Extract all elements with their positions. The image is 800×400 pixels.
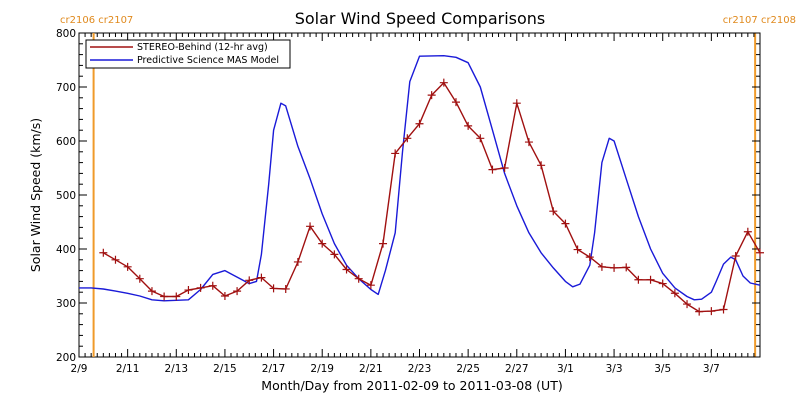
x-tick-label-4: 2/17 bbox=[262, 363, 286, 375]
series-stereo-behind-point bbox=[464, 121, 473, 130]
series-stereo-behind-point bbox=[561, 219, 570, 228]
series-stereo-behind-point bbox=[196, 283, 205, 292]
series-stereo-behind-point bbox=[208, 281, 217, 290]
series-stereo-behind-point bbox=[257, 273, 266, 282]
chart-title: Solar Wind Speed Comparisons bbox=[295, 9, 546, 28]
series-stereo-behind-point bbox=[318, 239, 327, 248]
series-stereo-behind-point bbox=[731, 252, 740, 261]
series-stereo-behind-point bbox=[585, 253, 594, 262]
series-stereo-behind-point bbox=[512, 99, 521, 108]
x-tick-label-8: 2/25 bbox=[456, 363, 480, 375]
x-tick-label-12: 3/5 bbox=[654, 363, 671, 375]
series-stereo-behind-point bbox=[281, 284, 290, 293]
y-axis-label: Solar Wind Speed (km/s) bbox=[28, 118, 43, 272]
series-stereo-behind-point bbox=[135, 274, 144, 283]
series-stereo-behind-point bbox=[379, 239, 388, 248]
series-stereo-behind-point bbox=[220, 291, 229, 300]
x-tick-label-1: 2/11 bbox=[116, 363, 140, 375]
legend: STEREO-Behind (12-hr avg) Predictive Sci… bbox=[85, 39, 291, 69]
y-tick-label-700: 700 bbox=[56, 82, 76, 94]
y-tick-label-800: 800 bbox=[56, 28, 76, 40]
y-tick-label-300: 300 bbox=[56, 298, 76, 310]
series-stereo-behind-line bbox=[102, 81, 761, 313]
series-stereo-behind-point bbox=[695, 307, 704, 316]
x-tick-label-10: 3/1 bbox=[557, 363, 574, 375]
series-stereo-behind-point bbox=[488, 165, 497, 174]
x-tick-label-13: 3/7 bbox=[703, 363, 720, 375]
y-tick-label-500: 500 bbox=[56, 190, 76, 202]
legend-label-model: Predictive Science MAS Model bbox=[137, 55, 279, 66]
x-tick-label-6: 2/21 bbox=[359, 363, 383, 375]
plot-frame bbox=[78, 32, 761, 358]
series-stereo-behind-point bbox=[670, 289, 679, 298]
series-stereo-behind-point bbox=[610, 263, 619, 272]
series-stereo-behind-point bbox=[427, 91, 436, 100]
series-stereo-behind-point bbox=[123, 262, 132, 271]
series-stereo-behind-point bbox=[147, 287, 156, 296]
series-stereo-behind-point bbox=[184, 286, 193, 295]
series-stereo-behind-point bbox=[537, 161, 546, 170]
x-tick-label-0: 2/9 bbox=[71, 363, 88, 375]
series-stereo-behind-point bbox=[245, 276, 254, 285]
series-stereo-behind-point bbox=[293, 257, 302, 266]
carrington-left-label: cr2106 cr2107 bbox=[60, 15, 133, 26]
x-tick-label-3: 2/15 bbox=[213, 363, 237, 375]
series-stereo-behind-point bbox=[549, 207, 558, 216]
series-stereo-behind-point bbox=[160, 292, 169, 301]
series-stereo-behind-point bbox=[573, 245, 582, 254]
x-axis-label: Month/Day from 2011-02-09 to 2011-03-08 … bbox=[261, 378, 562, 393]
series-stereo-behind-point bbox=[719, 305, 728, 314]
series-stereo-behind-point bbox=[99, 248, 108, 257]
series-stereo-behind-point bbox=[439, 78, 448, 87]
series-stereo-behind-point bbox=[597, 262, 606, 271]
series-stereo-behind-point bbox=[342, 265, 351, 274]
legend-box bbox=[85, 39, 291, 69]
series-stereo-behind-point bbox=[269, 284, 278, 293]
series-stereo-behind-point bbox=[756, 248, 764, 257]
series-mas-model-line bbox=[79, 55, 761, 302]
series-stereo-behind-point bbox=[111, 255, 120, 264]
series-stereo-behind-point bbox=[634, 275, 643, 284]
x-tick-label-5: 2/19 bbox=[310, 363, 334, 375]
series-stereo-behind-point bbox=[391, 149, 400, 158]
series-stereo-behind-point bbox=[354, 274, 363, 283]
x-tick-label-7: 2/23 bbox=[408, 363, 432, 375]
legend-label-stereo: STEREO-Behind (12-hr avg) bbox=[137, 42, 268, 53]
series-stereo-behind-point bbox=[415, 119, 424, 128]
series-stereo-behind-point bbox=[233, 287, 242, 296]
y-tick-label-400: 400 bbox=[56, 244, 76, 256]
series-stereo-behind-point bbox=[476, 134, 485, 143]
x-tick-label-2: 2/13 bbox=[164, 363, 188, 375]
series-stereo-behind-point bbox=[403, 134, 412, 143]
series-stereo-behind-point bbox=[683, 300, 692, 309]
series-stereo-behind-point bbox=[658, 279, 667, 288]
series-stereo-behind-point bbox=[646, 275, 655, 284]
series-stereo-behind-point bbox=[622, 263, 631, 272]
y-tick-label-600: 600 bbox=[56, 136, 76, 148]
plot-area: 200 300 400 500 600 700 800 2/9 2/11 2/13 2/15 2/17… bbox=[56, 28, 764, 375]
series-stereo-behind-point bbox=[330, 250, 339, 259]
series-stereo-behind-point bbox=[500, 164, 509, 172]
series-stereo-behind-point bbox=[707, 307, 716, 316]
series-stereo-behind-point bbox=[451, 98, 460, 107]
series-stereo-behind-point bbox=[306, 222, 315, 231]
series-stereo-behind-point bbox=[172, 292, 181, 301]
y-tick-label-200: 200 bbox=[56, 352, 76, 364]
x-tick-label-9: 2/27 bbox=[505, 363, 529, 375]
x-tick-label-11: 3/3 bbox=[606, 363, 623, 375]
series-stereo-behind-point bbox=[366, 281, 375, 290]
carrington-right-label: cr2107 cr2108 bbox=[723, 15, 796, 26]
series-stereo-behind-point bbox=[743, 227, 752, 236]
series-stereo-behind-point bbox=[524, 138, 533, 147]
